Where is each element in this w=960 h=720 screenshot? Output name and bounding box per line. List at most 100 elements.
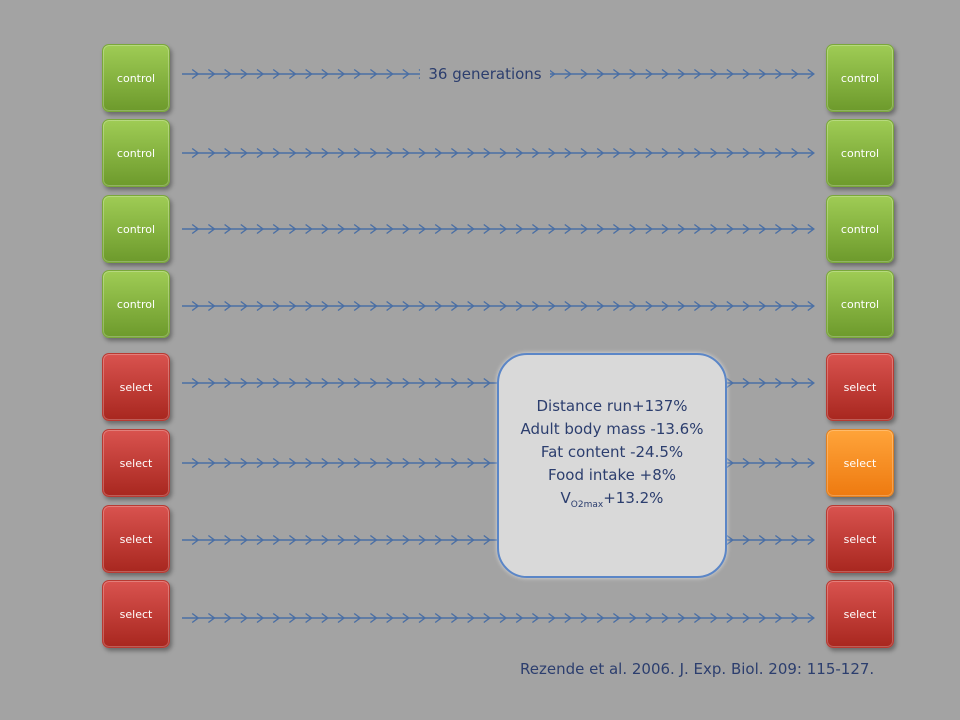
arrow-segment — [522, 147, 540, 159]
arrow-segment — [198, 147, 216, 159]
arrow-segment — [765, 534, 783, 546]
arrow-segment — [489, 147, 508, 159]
arrow-segment — [198, 377, 216, 389]
arrow-segment — [700, 612, 718, 624]
arrow-segment — [279, 377, 297, 389]
arrow-segment — [376, 223, 394, 235]
arrow-segment — [279, 457, 297, 469]
arrow-segment — [246, 534, 265, 546]
arrow-segment — [684, 68, 702, 80]
arrow-segment — [457, 300, 475, 312]
arrow-segment — [198, 300, 216, 312]
arrow-segment — [538, 300, 556, 312]
arrow-segment — [732, 457, 751, 469]
arrow-segment — [295, 147, 313, 159]
arrow-segment — [619, 147, 637, 159]
arrow-segment — [781, 68, 799, 80]
arrow-segment — [506, 300, 524, 312]
arrow-segment — [603, 147, 621, 159]
left-box-label: select — [119, 532, 153, 546]
arrow-segment — [408, 223, 427, 235]
arrow-row — [182, 612, 815, 624]
right-box-label: control — [840, 297, 880, 311]
arrow-segment — [554, 68, 572, 80]
arrow-segment — [587, 223, 605, 235]
arrow-segment — [570, 147, 589, 159]
arrow-segment — [797, 300, 815, 312]
arrow-segment — [295, 457, 313, 469]
arrow-segment — [668, 300, 686, 312]
arrow-segment — [376, 300, 394, 312]
arrow-segment — [797, 534, 815, 546]
arrow-segment — [732, 147, 751, 159]
right-box-control-4: control — [826, 270, 894, 338]
arrow-segment — [230, 300, 248, 312]
arrow-row — [182, 223, 815, 235]
arrow-segment — [295, 612, 313, 624]
arrow-segment — [651, 68, 670, 80]
arrow-segment — [797, 223, 815, 235]
arrow-segment — [392, 68, 410, 80]
arrow-segment — [230, 612, 248, 624]
arrow-segment — [214, 534, 232, 546]
arrow-segment — [441, 457, 459, 469]
arrow-segment — [246, 300, 265, 312]
arrow-segment — [327, 612, 346, 624]
summary-distance-run: Distance run+137% — [536, 396, 688, 415]
arrow-segment — [522, 223, 540, 235]
arrow-segment — [246, 68, 265, 80]
arrow-segment — [376, 68, 394, 80]
arrow-segment — [781, 377, 799, 389]
right-box-control-3: control — [826, 195, 894, 263]
arrow-segment — [392, 147, 410, 159]
arrow-segment — [279, 147, 297, 159]
arrow-segment — [182, 147, 200, 159]
arrow-segment — [198, 457, 216, 469]
arrow-segment — [263, 300, 281, 312]
arrow-segment — [279, 534, 297, 546]
arrow-segment — [635, 68, 653, 80]
arrow-segment — [668, 68, 686, 80]
arrow-segment — [716, 68, 734, 80]
arrow-segment — [587, 147, 605, 159]
arrow-segment — [263, 147, 281, 159]
arrow-segment — [311, 223, 329, 235]
left-box-control-4: control — [102, 270, 170, 338]
arrow-segment — [344, 377, 362, 389]
arrow-segment — [182, 612, 200, 624]
arrow-segment — [570, 612, 589, 624]
arrow-segment — [279, 223, 297, 235]
summary-vo2max-subscript: O2max — [570, 499, 604, 510]
arrow-segment — [554, 612, 572, 624]
arrow-segment — [700, 68, 718, 80]
arrow-segment — [651, 300, 670, 312]
arrow-segment — [716, 612, 734, 624]
right-box-label: select — [843, 532, 877, 546]
arrow-segment — [489, 300, 508, 312]
arrow-segment — [457, 612, 475, 624]
arrow-segment — [230, 377, 248, 389]
right-box-control-1: control — [826, 44, 894, 112]
arrow-segment — [797, 457, 815, 469]
arrow-segment — [684, 147, 702, 159]
arrow-segment — [473, 223, 491, 235]
arrow-segment — [441, 612, 459, 624]
arrow-segment — [327, 534, 346, 546]
arrow-segment — [182, 300, 200, 312]
arrow-segment — [457, 223, 475, 235]
arrow-segment — [441, 377, 459, 389]
arrow-segment — [311, 612, 329, 624]
summary-food-intake: Food intake +8% — [548, 465, 676, 484]
arrow-segment — [797, 377, 815, 389]
arrow-segment — [425, 377, 443, 389]
left-box-label: control — [116, 297, 156, 311]
arrow-segment — [587, 300, 605, 312]
arrow-segment — [198, 534, 216, 546]
arrow-segment — [408, 534, 427, 546]
arrow-segment — [781, 612, 799, 624]
arrow-segment — [311, 377, 329, 389]
arrow-segment — [635, 223, 653, 235]
arrow-segment — [376, 612, 394, 624]
arrow-segment — [570, 223, 589, 235]
